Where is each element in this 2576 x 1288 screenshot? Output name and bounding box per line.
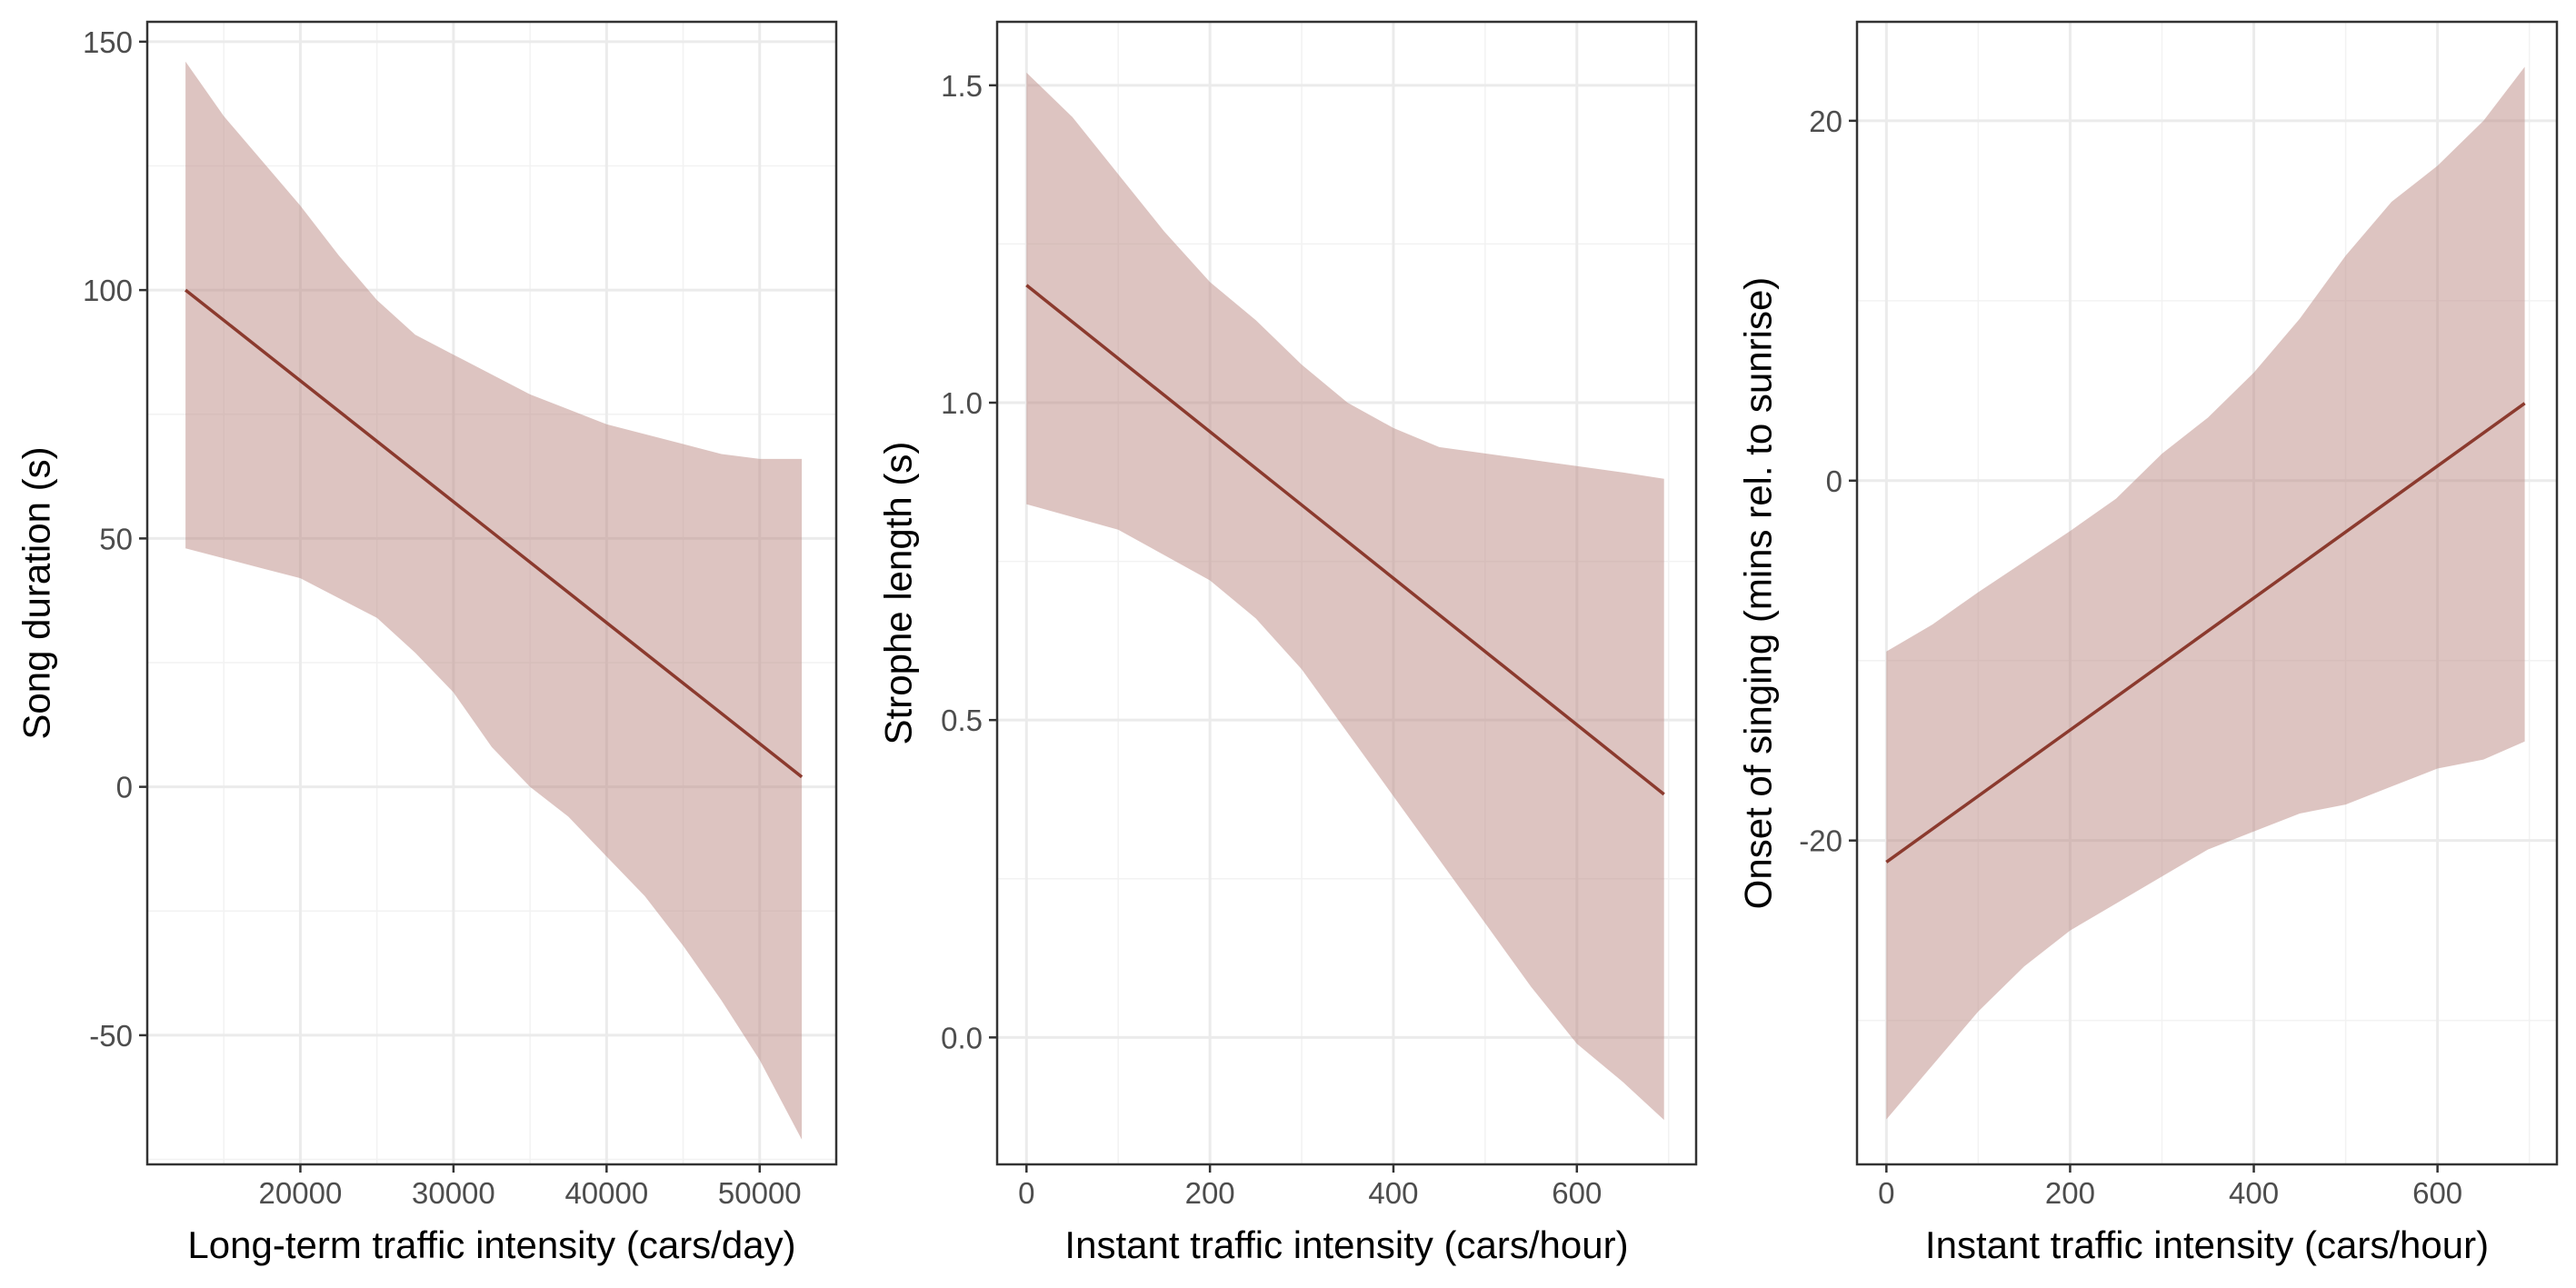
y-axis-title: Onset of singing (mins rel. to sunrise) <box>1737 277 1780 910</box>
x-tick-label: 0 <box>1018 1176 1034 1210</box>
y-axis-title: Strophe length (s) <box>877 442 920 745</box>
x-axis-title: Instant traffic intensity (cars/hour) <box>1064 1223 1628 1266</box>
fit-line-layer <box>1885 402 2526 864</box>
x-axis-title: Long-term traffic intensity (cars/day) <box>187 1223 795 1266</box>
y-tick-label: -20 <box>1799 824 1842 858</box>
x-tick-label: 200 <box>1185 1176 1235 1210</box>
panel-song-duration: 20000 30000 40000 50000 -50 0 50 100 150 Long-t… <box>15 20 838 1266</box>
fit-line-layer <box>185 288 804 779</box>
fit-line <box>1025 284 1665 796</box>
confidence-ribbon <box>185 61 803 1140</box>
x-tick-label: 600 <box>1552 1176 1602 1210</box>
x-axis-ticks: 20000 30000 40000 50000 <box>259 1164 802 1210</box>
x-tick-label: 0 <box>1878 1176 1894 1210</box>
confidence-ribbon <box>1026 72 1664 1121</box>
x-tick-label: 20000 <box>259 1176 343 1210</box>
y-axis-ticks: -20 0 20 <box>1799 105 1857 858</box>
panel-border <box>1855 20 2559 1166</box>
x-tick-label: 400 <box>2229 1176 2279 1210</box>
x-tick-label: 50000 <box>718 1176 802 1210</box>
y-axis-ticks: 0.0 0.5 1.0 1.5 <box>941 69 997 1054</box>
x-tick-label: 600 <box>2412 1176 2462 1210</box>
x-axis-ticks: 0 200 400 600 <box>1018 1164 1602 1210</box>
confidence-ribbon-layer <box>1886 66 2525 1120</box>
y-tick-label: 20 <box>1809 105 1842 138</box>
x-axis-ticks: 0 200 400 600 <box>1878 1164 2462 1210</box>
y-tick-label: 0.0 <box>941 1021 983 1054</box>
x-tick-label: 30000 <box>412 1176 495 1210</box>
panel-border <box>145 20 838 1166</box>
fit-line <box>185 288 804 779</box>
y-tick-label: 50 <box>99 522 133 555</box>
panel-onset-of-singing: 0 200 400 600 -20 0 20 Instant traffic intens… <box>1737 20 2559 1266</box>
x-tick-label: 200 <box>2045 1176 2095 1210</box>
y-tick-label: 150 <box>83 25 133 59</box>
y-tick-label: 100 <box>83 274 133 307</box>
y-axis-title: Song duration (s) <box>15 446 58 739</box>
panel-strophe-length: 0 200 400 600 0.0 0.5 1.0 1.5 Instant traffic … <box>877 20 1698 1266</box>
confidence-ribbon-layer <box>185 61 803 1140</box>
fit-line <box>1885 402 2526 864</box>
y-axis-ticks: -50 0 50 100 150 <box>83 25 147 1053</box>
y-tick-label: 0 <box>1826 464 1842 498</box>
confidence-ribbon-layer <box>1026 72 1664 1121</box>
y-tick-label: 1.5 <box>941 69 983 103</box>
x-axis-title: Instant traffic intensity (cars/hour) <box>1925 1223 2489 1266</box>
fit-line-layer <box>1025 284 1665 796</box>
y-tick-label: -50 <box>89 1019 133 1053</box>
y-tick-label: 1.0 <box>941 386 983 420</box>
y-tick-label: 0.5 <box>941 704 983 737</box>
panel-border <box>995 20 1698 1166</box>
y-tick-label: 0 <box>116 771 133 804</box>
x-tick-label: 400 <box>1368 1176 1418 1210</box>
x-tick-label: 40000 <box>564 1176 648 1210</box>
confidence-ribbon <box>1886 66 2525 1120</box>
